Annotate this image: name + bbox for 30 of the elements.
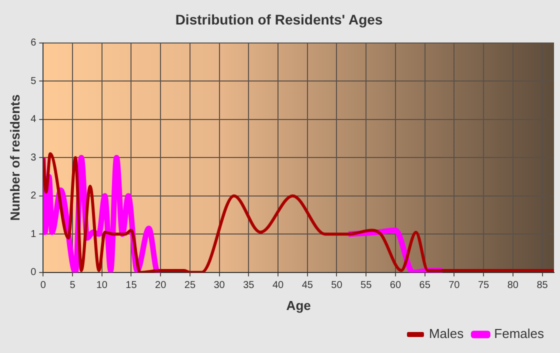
y-tick-label: 1 [30, 228, 37, 240]
legend-label: Males [428, 326, 464, 342]
x-tick-label: 85 [536, 280, 548, 292]
x-tick-label: 50 [331, 280, 343, 292]
x-tick-label: 80 [507, 280, 519, 292]
x-tick-label: 60 [390, 280, 402, 292]
x-tick-label: 55 [360, 280, 372, 292]
x-tick-label: 10 [96, 280, 108, 292]
x-tick-label: 5 [70, 280, 76, 292]
x-tick-label: 20 [155, 280, 167, 292]
x-tick-label: 65 [419, 280, 431, 292]
y-axis-title: Number of residents [7, 94, 22, 221]
x-tick-label: 15 [126, 280, 138, 292]
y-tick-label: 2 [30, 190, 37, 202]
y-tick-label: 5 [30, 76, 37, 87]
y-tick-label: 6 [30, 38, 37, 49]
x-tick-label: 45 [302, 280, 314, 292]
x-tick-label: 35 [243, 280, 255, 292]
chart-title: Distribution of Residents' Ages [175, 11, 383, 28]
legend-label: Females [494, 326, 544, 342]
y-tick-label: 3 [30, 152, 37, 164]
x-tick-label: 0 [40, 280, 46, 292]
x-tick-label: 40 [272, 280, 284, 292]
x-tick-label: 70 [448, 280, 460, 292]
x-tick-label: 30 [214, 280, 226, 292]
y-tick-label: 4 [30, 114, 37, 126]
y-tick-label: 0 [30, 267, 37, 278]
x-axis-title: Age [286, 298, 311, 313]
x-tick-label: 75 [478, 280, 490, 292]
x-tick-label: 25 [184, 280, 196, 292]
